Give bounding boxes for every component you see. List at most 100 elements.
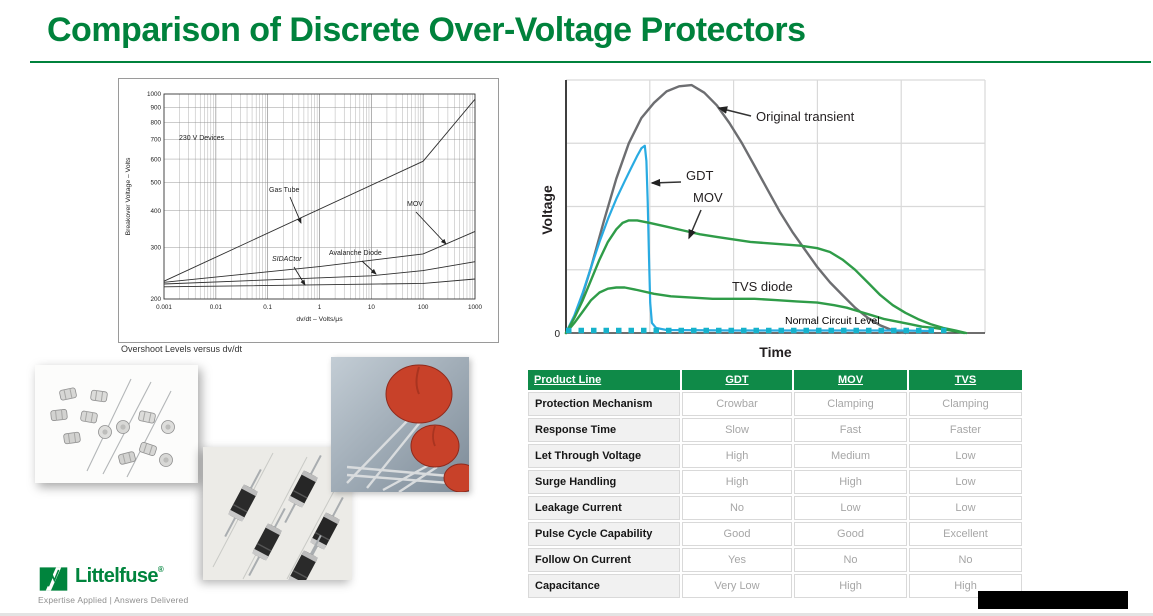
sidactor-curve (163, 278, 476, 288)
mov-label: MOV (693, 190, 723, 205)
devices-annotation: 230 V Devices (179, 135, 225, 142)
cell-value: Excellent (909, 522, 1022, 546)
cell-value: Low (909, 470, 1022, 494)
x-tick-label: 0.1 (263, 304, 272, 311)
redaction-bar (978, 591, 1128, 609)
table-row: Let Through Voltage High Medium Low (528, 444, 1022, 468)
cell-value: Clamping (909, 392, 1022, 416)
mov-product-photo (331, 357, 469, 492)
slide-bottom-edge (0, 613, 1153, 616)
cell-value: Faster (909, 418, 1022, 442)
table-row: Response Time Slow Fast Faster (528, 418, 1022, 442)
x-tick-label: 0.001 (156, 304, 172, 311)
cell-value: No (682, 496, 792, 520)
column-header-tvs: TVS (909, 370, 1022, 390)
gdt-product-photo (35, 365, 198, 483)
row-label: Protection Mechanism (528, 392, 680, 416)
table-row: Protection Mechanism Crowbar Clamping Clamp… (528, 392, 1022, 416)
y-tick-label: 1000 (147, 91, 162, 98)
cell-value: No (794, 548, 907, 572)
row-label: Surge Handling (528, 470, 680, 494)
y-tick-label: 700 (150, 137, 161, 144)
gas-tube-label: Gas Tube (269, 187, 299, 194)
mov-label: MOV (407, 201, 423, 208)
overshoot-chart: 0.001 0.01 0.1 1 10 100 1000 1000 900 800 700 600 50… (118, 78, 499, 343)
registered-mark: ® (157, 564, 164, 574)
tvs-diode-product-photo (203, 447, 352, 580)
cell-value: High (794, 470, 907, 494)
cell-value: Yes (682, 548, 792, 572)
row-label: Pulse Cycle Capability (528, 522, 680, 546)
littelfuse-logo: Littelfuse® Expertise Applied | Answers … (38, 560, 189, 606)
overshoot-chart-svg: 0.001 0.01 0.1 1 10 100 1000 1000 900 800 700 600 50… (125, 91, 483, 323)
avalanche-diode-label: Avalanche Diode (329, 250, 382, 257)
x-tick-label: 0.01 (210, 304, 223, 311)
column-header-mov: MOV (794, 370, 907, 390)
y-tick-label: 900 (150, 105, 161, 112)
y-tick-label: 200 (150, 296, 161, 303)
littelfuse-logo-mark-icon (39, 567, 68, 591)
row-label: Response Time (528, 418, 680, 442)
y-tick-label: 600 (150, 156, 161, 163)
x-tick-label: 10 (368, 304, 376, 311)
overshoot-chart-caption: Overshoot Levels versus dv/dt (121, 344, 243, 354)
comparison-table-header: Product Line GDT MOV TVS (528, 370, 1022, 390)
cell-value: Low (794, 496, 907, 520)
cell-value: Fast (794, 418, 907, 442)
cell-value: Slow (682, 418, 792, 442)
cell-value: Low (909, 496, 1022, 520)
table-row: Leakage Current No Low Low (528, 496, 1022, 520)
y-axis-label: Voltage (540, 185, 555, 235)
transient-response-chart: Original transient GDT MOV TVS diode Normal … (539, 70, 1000, 360)
cell-value: Crowbar (682, 392, 792, 416)
mov-varistors-image (331, 357, 469, 492)
gas-tube-curve (163, 98, 476, 282)
table-row: Follow On Current Yes No No (528, 548, 1022, 572)
table-row: Pulse Cycle Capability Good Good Excellent (528, 522, 1022, 546)
brand-tagline: Expertise Applied | Answers Delivered (38, 595, 189, 605)
table-row: Surge Handling High High Low (528, 470, 1022, 494)
cell-value: Very Low (682, 574, 792, 598)
x-tick-label: 1 (318, 304, 322, 311)
cell-value: No (909, 548, 1022, 572)
cell-value: High (794, 574, 907, 598)
cell-value: Low (909, 444, 1022, 468)
row-label: Let Through Voltage (528, 444, 680, 468)
tvs-diode-curve (564, 286, 966, 335)
column-header-product-line: Product Line (528, 370, 680, 390)
x-axis-label: dv/dt – Volts/μs (296, 316, 343, 323)
cell-value: Good (682, 522, 792, 546)
row-label: Follow On Current (528, 548, 680, 572)
origin-label: 0 (554, 329, 560, 340)
cell-value: Medium (794, 444, 907, 468)
cell-value: Clamping (794, 392, 907, 416)
y-tick-label: 400 (150, 208, 161, 215)
table-row: Capacitance Very Low High High (528, 574, 1022, 598)
sidactor-label: SIDACtor (272, 256, 302, 263)
tvs-diodes-image (203, 447, 352, 580)
x-tick-label: 1000 (468, 304, 483, 311)
gdt-components-image (35, 365, 198, 483)
row-label: Capacitance (528, 574, 680, 598)
y-tick-label: 800 (150, 120, 161, 127)
comparison-table: Product Line GDT MOV TVS Protection Mechani… (526, 368, 1024, 600)
y-tick-label: 300 (150, 245, 161, 252)
row-label: Leakage Current (528, 496, 680, 520)
gdt-label: GDT (686, 168, 714, 183)
x-axis-label: Time (759, 344, 792, 360)
avalanche-diode-curve (163, 261, 476, 285)
mov-curve (163, 230, 476, 283)
original-transient-label: Original transient (756, 109, 855, 124)
brand-name: Littelfuse® (75, 564, 164, 587)
cell-value: High (682, 444, 792, 468)
page-title: Comparison of Discrete Over-Voltage Prot… (47, 11, 806, 49)
title-underline (30, 61, 1151, 63)
y-tick-label: 500 (150, 179, 161, 186)
transient-response-chart-svg: Original transient GDT MOV TVS diode Normal … (539, 79, 986, 360)
x-tick-label: 100 (418, 304, 429, 311)
original-transient-curve (564, 83, 907, 335)
cell-value: High (682, 470, 792, 494)
gdt-curve (564, 144, 932, 335)
normal-circuit-level-label: Normal Circuit Level (785, 315, 880, 327)
